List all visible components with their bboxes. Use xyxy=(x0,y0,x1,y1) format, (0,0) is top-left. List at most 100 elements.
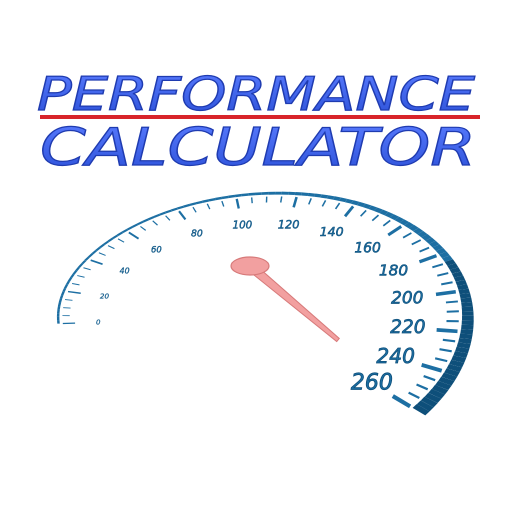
gauge-arc-segment xyxy=(234,193,242,198)
gauge-arc-segment xyxy=(461,306,474,312)
gauge-arc-segment xyxy=(294,192,303,196)
gauge-major-tick xyxy=(391,394,412,409)
gauge-arc-segment xyxy=(65,280,71,285)
gauge-arc xyxy=(56,191,474,416)
gauge-arc-segment xyxy=(62,288,67,292)
gauge-arc-segment xyxy=(126,226,134,231)
gauge-arc-segment xyxy=(449,267,461,274)
gauge-arc-segment xyxy=(153,213,161,218)
gauge-arc-segment xyxy=(404,222,415,229)
gauge-minor-tick xyxy=(206,203,211,210)
gauge-minor-tick xyxy=(441,281,453,286)
gauge-arc-segment xyxy=(461,320,474,326)
gauge-label-260: 260 xyxy=(351,371,393,396)
gauge-minor-tick xyxy=(408,391,420,400)
gauge-arc-segment xyxy=(384,211,394,218)
gauge-minor-tick xyxy=(77,275,85,278)
gauge-arc-segment xyxy=(91,250,98,255)
gauge-minor-tick xyxy=(432,263,444,269)
gauge-arc-segment xyxy=(99,243,106,248)
gauge-ticks xyxy=(62,196,459,409)
gauge-arc-segment xyxy=(320,194,329,199)
gauge-arc-segment xyxy=(432,244,444,251)
gauge-arc-segment xyxy=(428,388,446,399)
gauge-label-220: 220 xyxy=(390,317,425,338)
gauge-arc-segment xyxy=(268,191,276,195)
gauge-arc-segment xyxy=(441,372,458,382)
gauge-arc-segment xyxy=(221,195,229,200)
gauge-minor-tick xyxy=(280,196,283,203)
gauge-minor-tick xyxy=(402,232,412,239)
gauge-arc-segment xyxy=(313,193,322,198)
gauge-major-tick xyxy=(436,328,458,334)
gauge-arc-segment xyxy=(451,271,464,278)
gauge-arc-segment xyxy=(208,197,216,202)
gauge-arc-segment xyxy=(116,231,124,236)
gauge-minor-tick xyxy=(221,200,225,207)
gauge-label-80: 80 xyxy=(191,229,203,240)
gauge-minor-tick xyxy=(83,267,91,271)
gauge-arc-segment xyxy=(261,191,269,195)
gauge-label-120: 120 xyxy=(278,217,300,231)
gauge-arc-segment xyxy=(412,404,430,416)
gauge-arc-segment xyxy=(399,219,410,226)
gauge-minor-tick xyxy=(165,215,171,221)
gauge-arc-segment xyxy=(444,259,456,266)
gauge-arc-segment xyxy=(241,193,249,197)
gauge-minor-tick xyxy=(416,383,429,391)
gauge-label-0: 0 xyxy=(96,319,101,327)
gauge-arc-segment xyxy=(461,301,473,308)
gauge-minor-tick xyxy=(65,299,73,301)
gauge-arc-segment xyxy=(350,200,360,206)
gauge-arc-segment xyxy=(107,237,115,242)
gauge-arc-segment xyxy=(408,224,419,232)
gauge-arc-segment xyxy=(435,380,452,391)
gauge-arc-segment xyxy=(438,251,450,259)
gauge-arc-segment xyxy=(72,270,78,275)
gauge-arc-segment xyxy=(459,333,473,340)
gauge-arc-segment xyxy=(373,207,383,214)
gauge-arc-segment xyxy=(338,197,348,203)
gauge-arc-segment xyxy=(121,228,129,234)
gauge-arc-segment xyxy=(274,191,282,195)
gauge-arc-segment xyxy=(57,309,60,314)
gauge-label-160: 160 xyxy=(354,241,381,257)
gauge-arc-segment xyxy=(461,311,474,316)
gauge-arc-segment xyxy=(446,364,463,372)
gauge-arc-segment xyxy=(307,192,316,197)
gauge-arc-segment xyxy=(95,246,102,252)
gauge-label-60: 60 xyxy=(151,245,162,255)
gauge-needle xyxy=(230,256,340,343)
gauge-arc-segment xyxy=(428,240,440,248)
gauge-arc-segment xyxy=(451,355,467,363)
gauge-arc-segment xyxy=(80,260,87,265)
gauge-arc-segment xyxy=(453,351,468,359)
needle-hub xyxy=(230,256,270,276)
gauge-arc-segment xyxy=(75,266,81,271)
gauge-arc-segment xyxy=(435,247,447,255)
gauge-arc-segment xyxy=(379,209,389,216)
gauge-arc-segment xyxy=(77,263,84,268)
gauge-major-tick xyxy=(343,205,355,218)
gauge-arc-segment xyxy=(444,368,460,377)
gauge-arc-segment xyxy=(460,297,473,303)
gauge-arc-segment xyxy=(201,199,210,203)
gauge-minor-tick xyxy=(371,214,380,222)
gauge-arc-segment xyxy=(84,256,90,261)
gauge-arc-segment xyxy=(456,342,471,349)
gauge-label-140: 140 xyxy=(320,224,344,239)
gauge-major-tick xyxy=(128,231,140,240)
gauge-arc-segment xyxy=(455,346,470,354)
gauge-label-200: 200 xyxy=(391,287,423,307)
gauge-tick-labels: 0 20 40 60 80 100 120 140 160 180 200 220 240 260 xyxy=(96,217,426,396)
gauge-arc-segment xyxy=(417,230,428,238)
gauge-major-tick xyxy=(235,198,240,209)
gauge-arc-segment xyxy=(195,200,204,205)
title-underline xyxy=(40,115,480,119)
gauge-arc-segment xyxy=(57,302,62,307)
gauge-minor-tick xyxy=(437,272,449,277)
gauge-minor-tick xyxy=(442,338,456,343)
gauge-arc-segment xyxy=(461,324,474,330)
gauge-arc-segment xyxy=(457,284,469,291)
